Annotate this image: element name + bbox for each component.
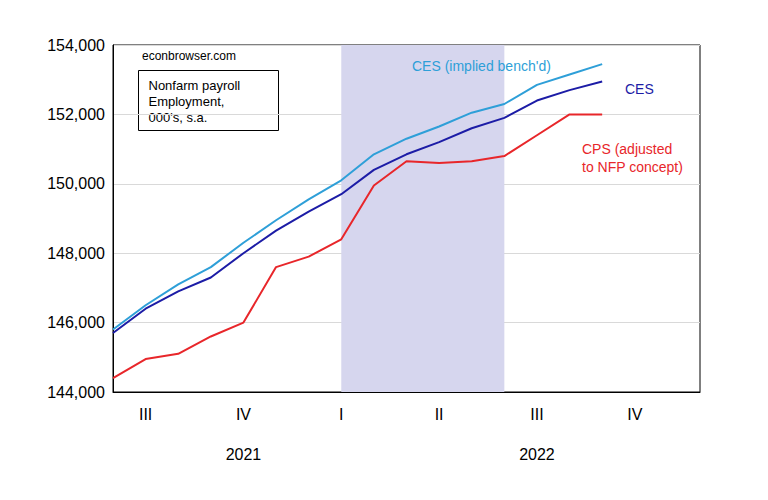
svg-text:Employment,: Employment, [149,94,225,109]
svg-text:CPS (adjusted: CPS (adjusted [582,141,672,157]
svg-text:II: II [435,406,444,423]
svg-text:146,000: 146,000 [47,314,105,331]
svg-text:000's, s.a.: 000's, s.a. [149,110,208,125]
svg-text:IV: IV [236,406,251,423]
svg-text:2022: 2022 [519,446,555,463]
svg-text:CES (implied bench'd): CES (implied bench'd) [412,58,551,74]
svg-text:econbrowser.com: econbrowser.com [142,49,236,63]
svg-text:148,000: 148,000 [47,245,105,262]
svg-text:III: III [139,406,152,423]
svg-text:2021: 2021 [226,446,262,463]
svg-text:150,000: 150,000 [47,175,105,192]
svg-text:152,000: 152,000 [47,106,105,123]
svg-text:Nonfarm payroll: Nonfarm payroll [149,78,241,93]
svg-text:IV: IV [627,406,642,423]
svg-text:CES: CES [625,81,654,97]
svg-text:144,000: 144,000 [47,384,105,401]
svg-text:III: III [530,406,543,423]
svg-text:I: I [339,406,343,423]
svg-text:154,000: 154,000 [47,37,105,54]
svg-text:to NFP concept): to NFP concept) [582,159,683,175]
